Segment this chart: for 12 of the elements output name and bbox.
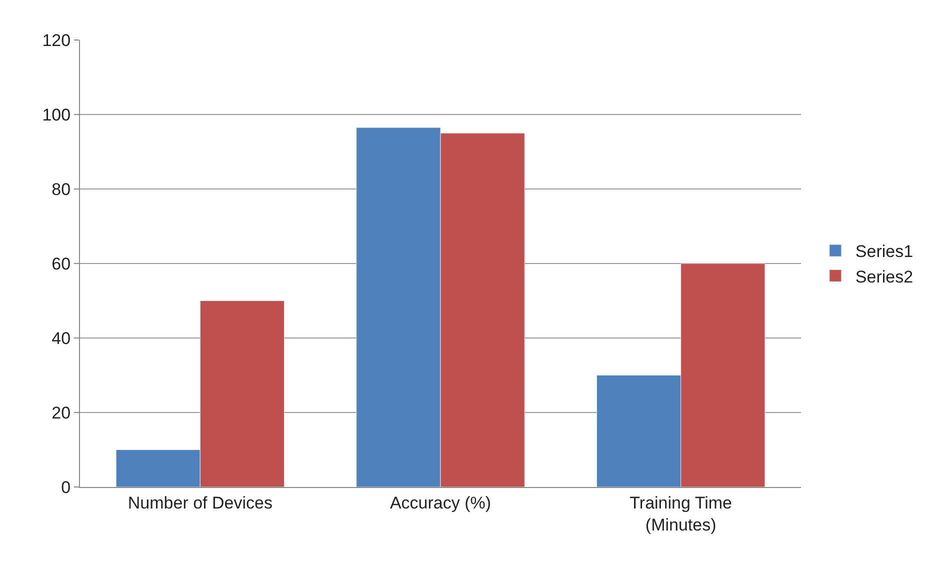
legend-label: Series2 [855,267,914,286]
y-tick-label: 120 [42,30,71,50]
y-tick-label: 20 [52,403,71,422]
y-tick-label: 100 [42,105,71,124]
x-tick-label: Accuracy (%) [390,493,492,512]
legend-label: Series1 [855,242,914,262]
y-tick-label: 80 [52,180,71,199]
y-tick-label: 60 [52,254,71,274]
x-tick-label: Training Time (Minutes) [630,493,732,534]
y-tick-label: 40 [52,328,71,348]
x-tick-label: Number of Devices [128,493,272,512]
y-tick-label: 0 [61,478,71,497]
